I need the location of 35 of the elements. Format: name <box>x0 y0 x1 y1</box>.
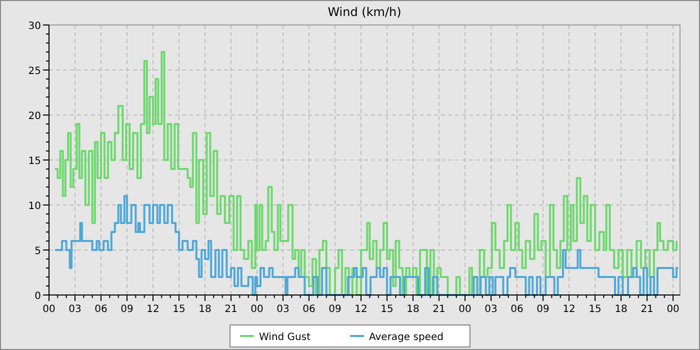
x-tick-label: 00 <box>42 304 56 315</box>
x-tick-label: 12 <box>354 304 368 315</box>
x-tick-label: 21 <box>432 304 446 315</box>
x-tick-label: 21 <box>640 304 654 315</box>
x-tick-label: 09 <box>328 304 342 315</box>
x-tick-label: 09 <box>536 304 550 315</box>
x-tick-label: 15 <box>588 304 602 315</box>
y-tick-label: 15 <box>28 156 41 167</box>
x-tick-label: 15 <box>172 304 186 315</box>
x-tick-label: 00 <box>666 304 680 315</box>
legend-label: Wind Gust <box>259 332 311 343</box>
x-tick-label: 12 <box>562 304 576 315</box>
legend-label: Average speed <box>369 332 444 343</box>
x-tick-label: 06 <box>302 304 316 315</box>
y-tick-label: 0 <box>34 291 41 302</box>
chart-title: Wind (km/h) <box>328 5 402 19</box>
x-tick-label: 06 <box>510 304 524 315</box>
y-tick-label: 25 <box>28 66 41 77</box>
x-tick-label: 06 <box>94 304 108 315</box>
x-tick-label: 21 <box>224 304 238 315</box>
y-tick-label: 5 <box>34 246 41 257</box>
x-tick-label: 18 <box>614 304 628 315</box>
x-tick-label: 03 <box>276 304 290 315</box>
x-tick-label: 18 <box>406 304 420 315</box>
x-tick-label: 09 <box>120 304 134 315</box>
x-tick-label: 03 <box>68 304 82 315</box>
x-tick-label: 03 <box>484 304 498 315</box>
x-tick-label: 15 <box>380 304 394 315</box>
y-tick-label: 30 <box>28 21 41 32</box>
x-tick-label: 12 <box>146 304 160 315</box>
y-tick-label: 10 <box>28 201 41 212</box>
y-tick-label: 20 <box>28 111 41 122</box>
x-tick-label: 00 <box>250 304 264 315</box>
x-tick-label: 00 <box>458 304 472 315</box>
x-tick-label: 18 <box>198 304 212 315</box>
